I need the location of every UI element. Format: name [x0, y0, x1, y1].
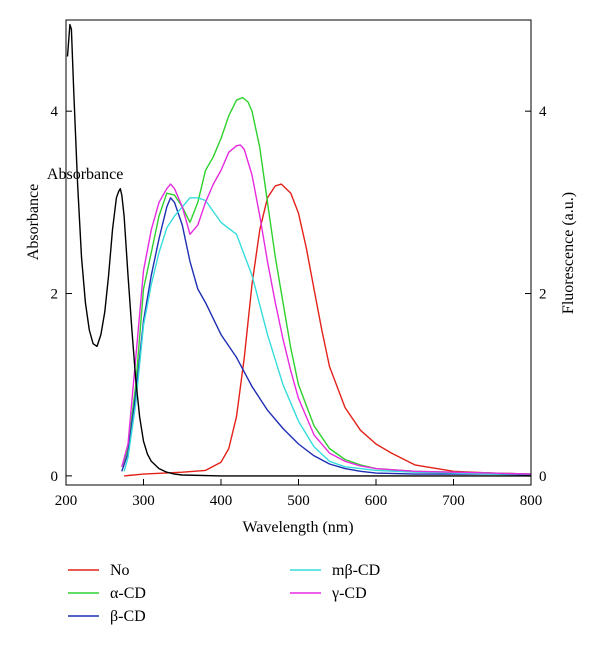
x-tick-label: 300	[132, 493, 155, 509]
series-line--cd-2	[121, 197, 531, 476]
legend-label: γ-CD	[331, 585, 367, 602]
y-left-tick-label: 2	[51, 287, 59, 303]
x-tick-label: 700	[442, 493, 465, 509]
legend-label: β-CD	[110, 608, 146, 625]
legend-label: No	[110, 562, 130, 579]
legend: No α-CD β-CD mβ-CD γ-CD	[68, 562, 380, 625]
series-line--cd-1	[121, 96, 531, 475]
y-axis-title-right: Fluorescence (a.u.)	[560, 192, 577, 314]
y-right-tick-label: 0	[539, 469, 547, 485]
x-axis-title: Wavelength (nm)	[242, 519, 353, 536]
legend-label: mβ-CD	[332, 562, 380, 579]
annotation-absorbance: Absorbance	[47, 166, 123, 183]
x-tick-label: 200	[55, 493, 78, 509]
series-line-absorbance-5	[66, 23, 531, 477]
plot-frame	[65, 19, 532, 486]
y-right-tick-label: 4	[539, 104, 547, 120]
y-axis-title-left: Absorbance	[25, 184, 42, 260]
x-tick-label: 500	[287, 493, 310, 509]
legend-label: α-CD	[110, 585, 146, 602]
y-left-tick-label: 0	[51, 469, 59, 485]
series-line-no-0	[124, 183, 531, 477]
series-layer	[66, 23, 531, 477]
series-line--cd-4	[121, 144, 531, 475]
series-line-m-cd-3	[123, 197, 531, 475]
y-left-tick-label: 4	[51, 104, 59, 120]
x-tick-label: 600	[365, 493, 388, 509]
axes-layer: 200 300 400 500 600 700 800 0 2 4 0 2 4	[51, 104, 548, 509]
x-tick-label: 800	[520, 493, 543, 509]
y-right-tick-label: 2	[539, 287, 547, 303]
x-tick-label: 400	[210, 493, 233, 509]
